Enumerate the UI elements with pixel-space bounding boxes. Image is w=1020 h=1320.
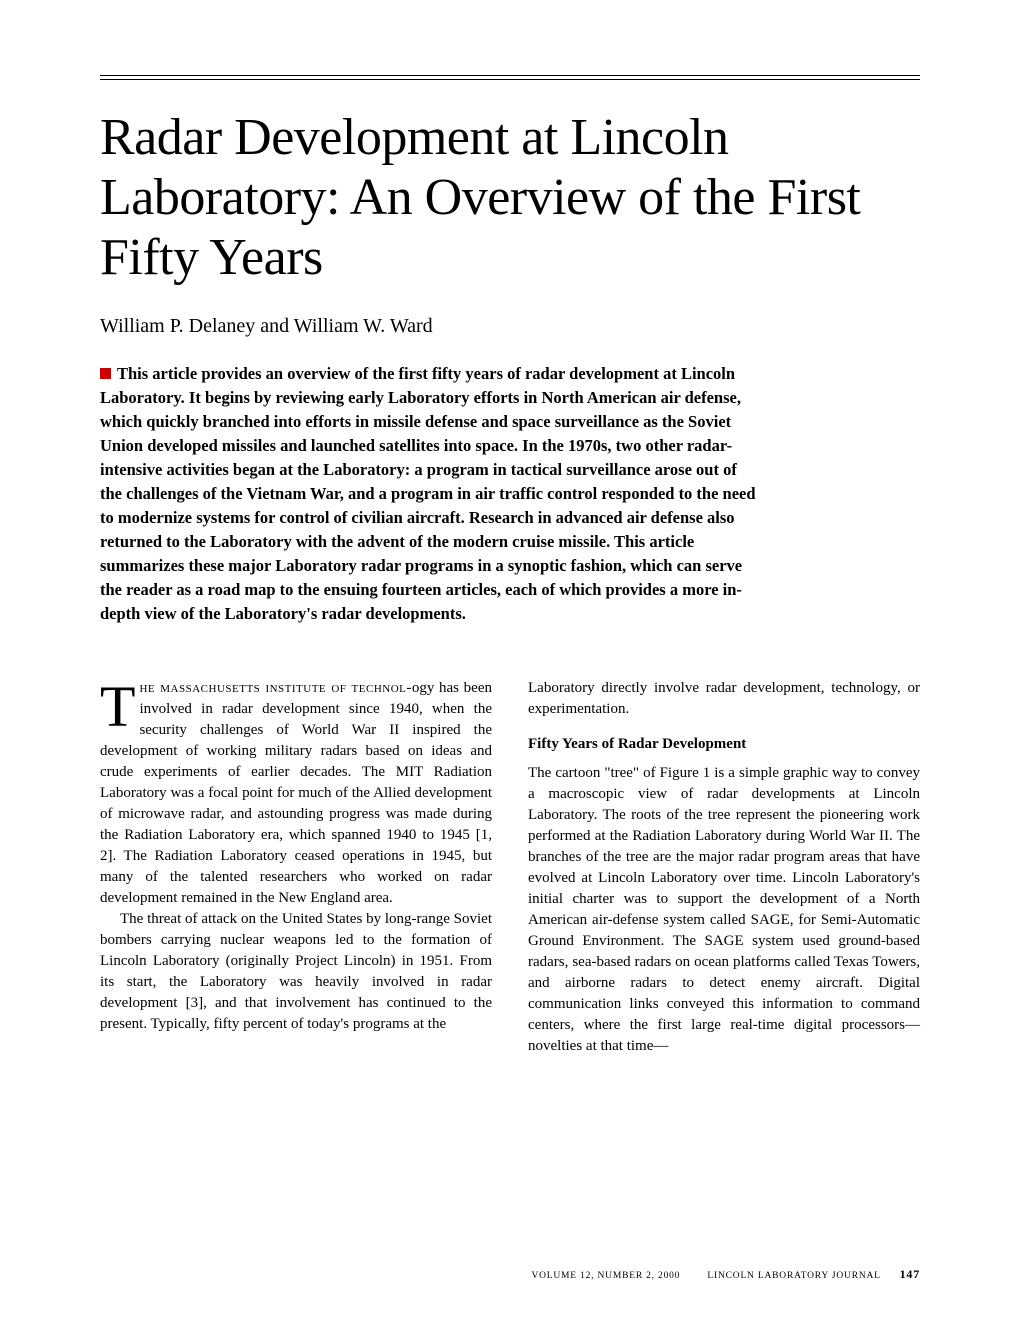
abstract-text: This article provides an overview of the… bbox=[100, 364, 756, 622]
para-4: The cartoon "tree" of Figure 1 is a simp… bbox=[528, 763, 920, 1057]
rule-bar bbox=[100, 75, 920, 80]
section-heading: Fifty Years of Radar Development bbox=[528, 734, 920, 755]
para-3: Laboratory directly involve radar develo… bbox=[528, 678, 920, 720]
lead-smallcaps: he massachusetts institute of technol- bbox=[139, 680, 411, 696]
para-2: The threat of attack on the United State… bbox=[100, 909, 492, 1035]
para-1: The massachusetts institute of technol-o… bbox=[100, 678, 492, 909]
article-title: Radar Development at Lincoln Laboratory:… bbox=[100, 108, 920, 287]
footer-journal: LINCOLN LABORATORY JOURNAL bbox=[707, 1271, 880, 1281]
body-columns: The massachusetts institute of technol-o… bbox=[100, 678, 920, 1057]
column-right: Laboratory directly involve radar develo… bbox=[528, 678, 920, 1057]
footer-page-number: 147 bbox=[900, 1267, 920, 1281]
dropcap-letter: T bbox=[100, 682, 135, 731]
abstract-block: This article provides an overview of the… bbox=[100, 362, 756, 625]
footer-volume: VOLUME 12, NUMBER 2, 2000 bbox=[531, 1271, 680, 1281]
para-1-rest: ogy has been involved in radar developme… bbox=[100, 680, 492, 906]
square-marker-icon bbox=[100, 368, 111, 379]
column-left: The massachusetts institute of technol-o… bbox=[100, 678, 492, 1057]
page-footer: VOLUME 12, NUMBER 2, 2000 LINCOLN LABORA… bbox=[531, 1267, 920, 1282]
authors-line: William P. Delaney and William W. Ward bbox=[100, 315, 920, 338]
